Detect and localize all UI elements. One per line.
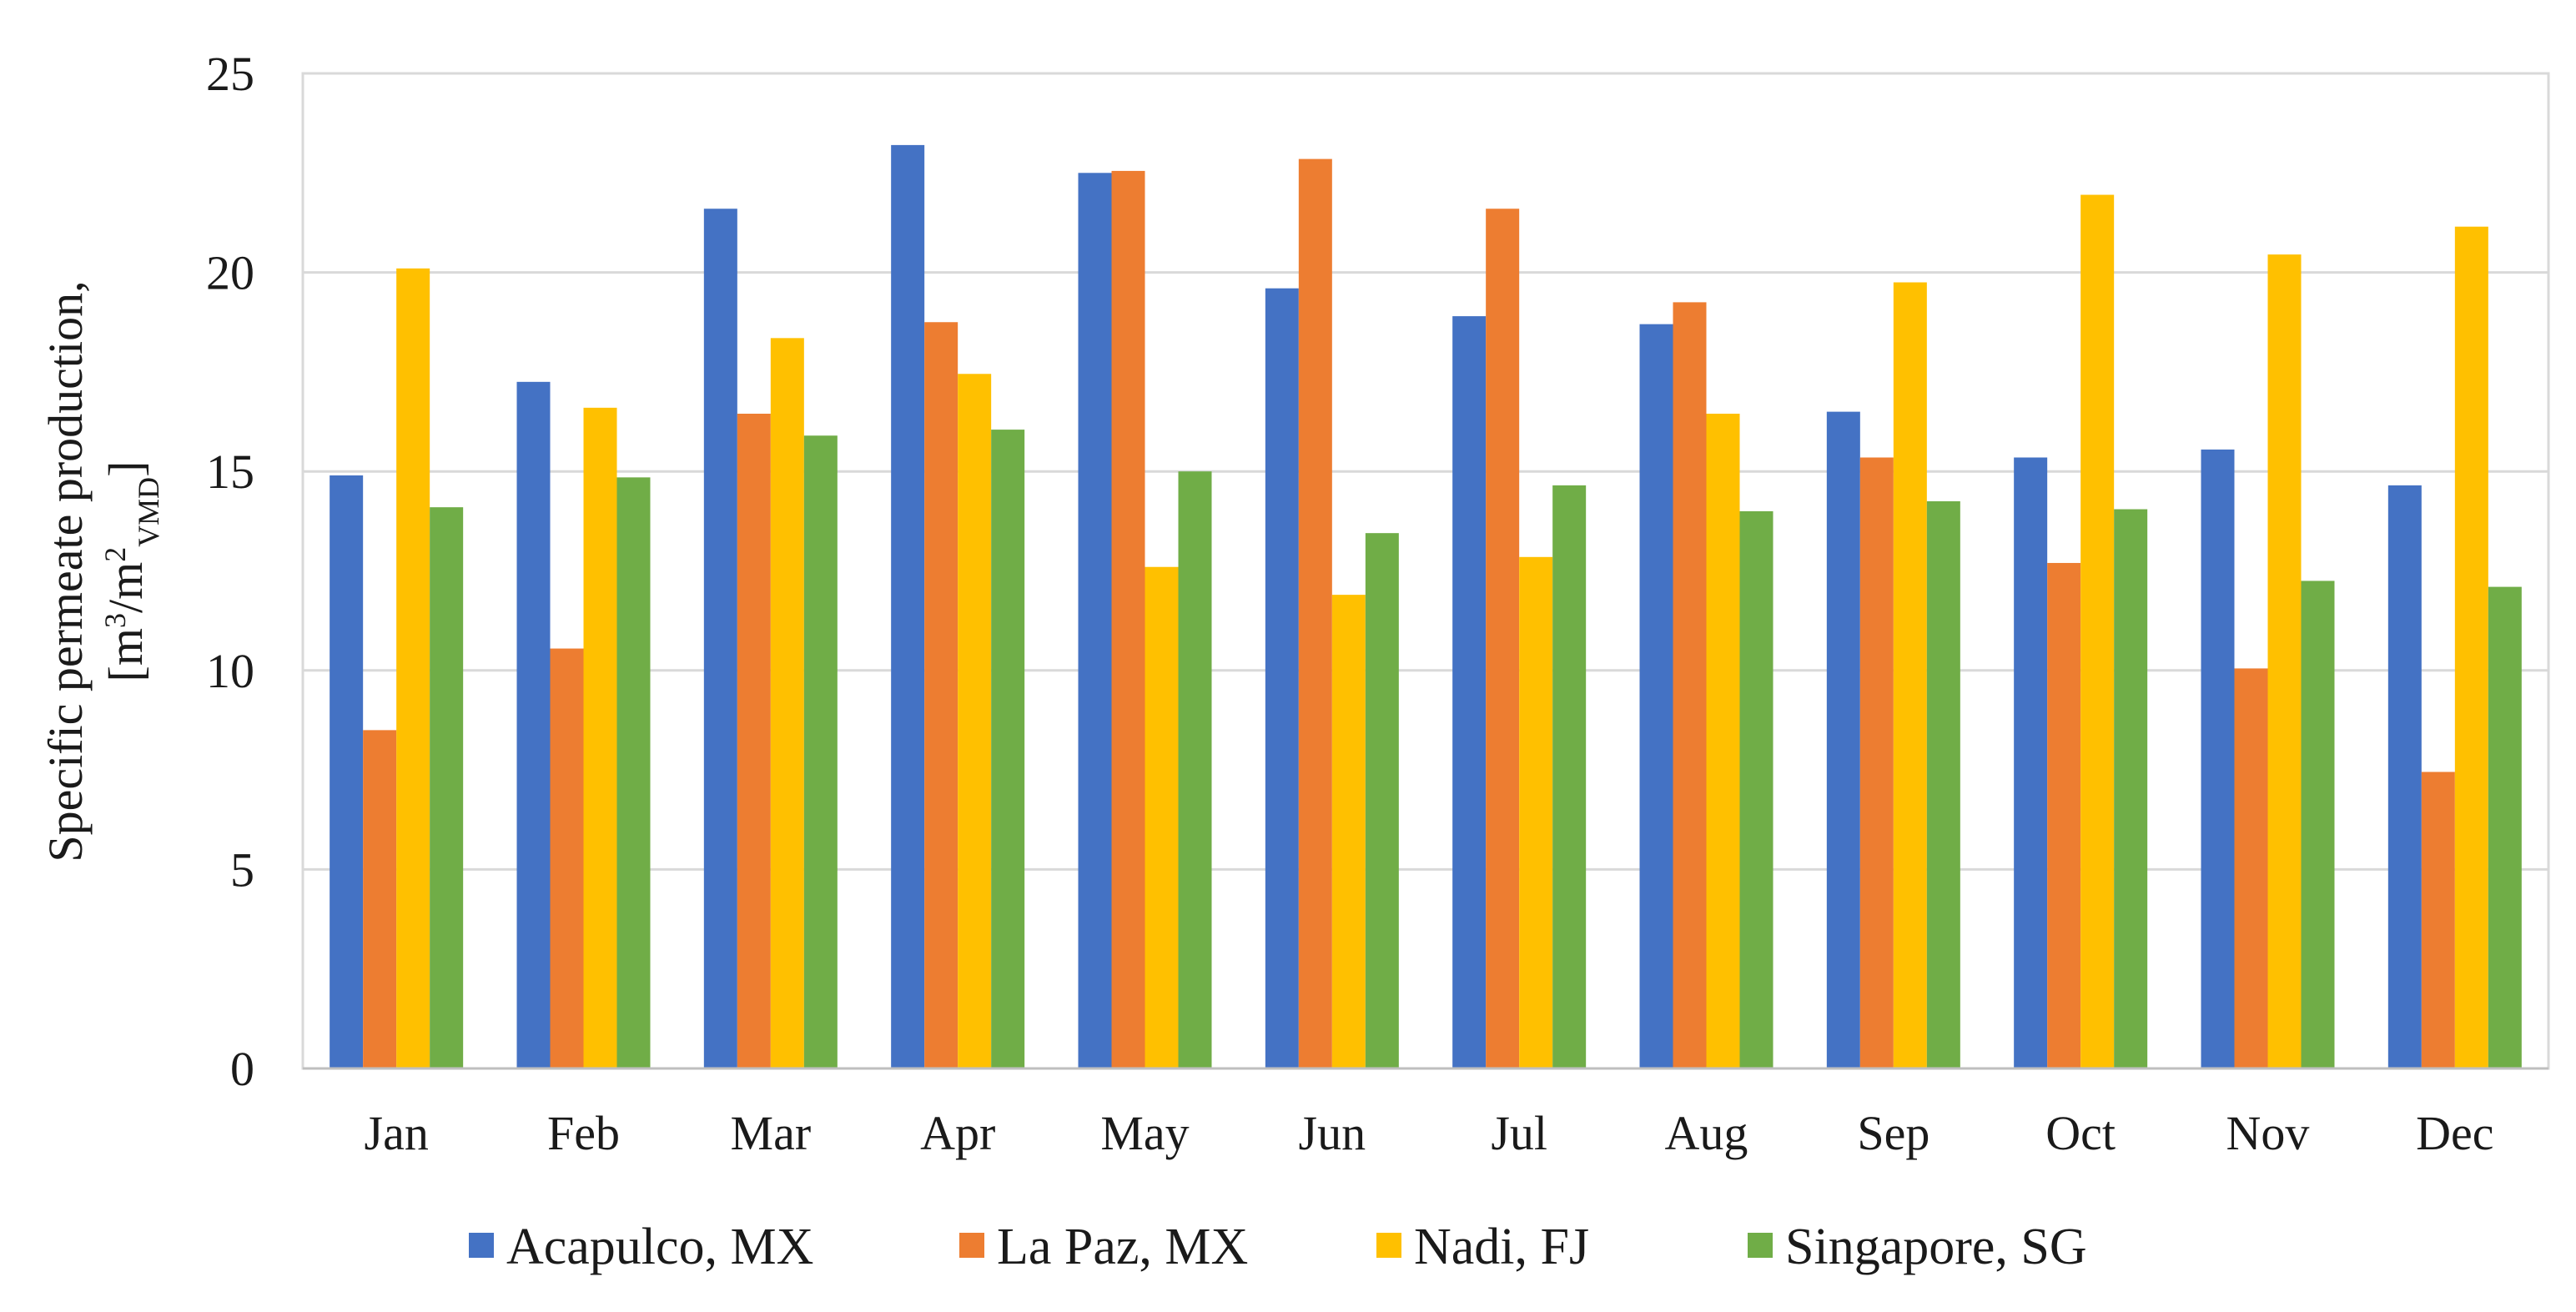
y-tick-label-5: 5 <box>230 842 254 897</box>
bar-nadi-fj-apr <box>958 374 992 1068</box>
bar-la-paz-mx-feb <box>550 648 584 1068</box>
bar-nadi-fj-dec <box>2454 226 2488 1068</box>
bar-nadi-fj-nov <box>2267 254 2302 1069</box>
plot-frame <box>301 72 2550 1070</box>
bar-singapore-sg-sep <box>1926 500 1960 1068</box>
x-tick-label-jul: Jul <box>1491 1106 1547 1160</box>
legend: Acapulco, MX La Paz, MX Nadi, FJ Singapore,… <box>469 1219 2087 1275</box>
bar-singapore-sg-mar <box>803 435 838 1068</box>
bar-acapulco-mx-apr <box>891 144 925 1068</box>
bar-singapore-sg-apr <box>991 430 1025 1068</box>
bar-la-paz-mx-sep <box>1859 457 1894 1068</box>
bar-la-paz-mx-jan <box>363 730 397 1068</box>
bar-acapulco-mx-sep <box>1826 411 1860 1068</box>
gridlines <box>303 72 2548 871</box>
bar-singapore-sg-oct <box>2114 509 2148 1068</box>
x-tick-label-apr: Apr <box>920 1106 995 1160</box>
bar-nadi-fj-jul <box>1519 556 1553 1068</box>
bars <box>330 144 2522 1069</box>
x-tick-label-nov: Nov <box>2226 1106 2310 1160</box>
y-tick-label-25: 25 <box>206 47 254 101</box>
x-tick-label-aug: Aug <box>1665 1106 1748 1160</box>
legend-swatch-singapore-sg <box>1748 1233 1773 1258</box>
bar-singapore-sg-aug <box>1739 510 1774 1068</box>
legend-label-la-paz-mx: La Paz, MX <box>997 1219 1248 1275</box>
x-tick-label-sep: Sep <box>1857 1106 1929 1160</box>
y-axis-label-unit: [m3/m2VMD] <box>98 461 165 682</box>
bar-acapulco-mx-nov <box>2201 449 2235 1068</box>
y-tick-labels: 0 5 10 15 20 25 <box>206 47 254 1096</box>
bar-acapulco-mx-jun <box>1265 288 1299 1068</box>
bar-la-paz-mx-may <box>1111 170 1145 1068</box>
legend-swatch-acapulco-mx <box>469 1233 494 1258</box>
y-tick-label-10: 10 <box>206 644 254 698</box>
x-tick-labels: Jan Feb Mar Apr May Jun Jul Aug Sep Oct Nov Dec <box>365 1106 2494 1160</box>
x-tick-label-feb: Feb <box>547 1106 620 1160</box>
legend-swatch-nadi-fj <box>1376 1233 1401 1258</box>
legend-label-acapulco-mx: Acapulco, MX <box>506 1219 813 1275</box>
bar-nadi-fj-may <box>1145 566 1179 1068</box>
bar-singapore-sg-jun <box>1365 533 1399 1068</box>
bar-singapore-sg-feb <box>616 477 651 1068</box>
bar-nadi-fj-jan <box>396 268 430 1068</box>
x-tick-label-jan: Jan <box>365 1106 429 1160</box>
y-tick-label-15: 15 <box>206 445 254 499</box>
legend-swatch-la-paz-mx <box>959 1233 984 1258</box>
legend-label-singapore-sg: Singapore, SG <box>1785 1219 2087 1275</box>
bar-acapulco-mx-oct <box>2014 457 2048 1068</box>
bar-nadi-fj-jun <box>1331 595 1366 1068</box>
bar-la-paz-mx-apr <box>924 322 958 1068</box>
bar-nadi-fj-aug <box>1706 414 1740 1069</box>
bar-la-paz-mx-aug <box>1673 302 1707 1068</box>
x-tick-label-may: May <box>1100 1106 1189 1160</box>
x-tick-label-mar: Mar <box>731 1106 812 1160</box>
bar-la-paz-mx-mar <box>737 414 771 1069</box>
y-tick-label-20: 20 <box>206 246 254 300</box>
y-axis-label-line1: Specific permeate production, <box>38 280 93 862</box>
bar-la-paz-mx-oct <box>2047 562 2081 1068</box>
bar-nadi-fj-feb <box>583 407 617 1068</box>
bar-la-paz-mx-dec <box>2421 772 2455 1068</box>
x-tick-label-jun: Jun <box>1299 1106 1366 1160</box>
bar-acapulco-mx-aug <box>1639 324 1673 1068</box>
bar-la-paz-mx-jun <box>1298 158 1332 1068</box>
bar-acapulco-mx-mar <box>703 209 737 1068</box>
bar-la-paz-mx-jul <box>1486 209 1520 1068</box>
bar-singapore-sg-nov <box>2301 581 2335 1068</box>
legend-label-nadi-fj: Nadi, FJ <box>1414 1219 1589 1275</box>
bar-acapulco-mx-jul <box>1452 316 1487 1068</box>
y-tick-label-0: 0 <box>230 1042 254 1096</box>
bar-la-paz-mx-nov <box>2234 668 2268 1068</box>
bar-acapulco-mx-feb <box>516 381 551 1069</box>
bar-acapulco-mx-dec <box>2387 485 2422 1068</box>
bar-nadi-fj-oct <box>2080 194 2115 1068</box>
bar-acapulco-mx-may <box>1078 173 1112 1068</box>
bar-singapore-sg-jan <box>430 507 464 1068</box>
bar-singapore-sg-jul <box>1552 485 1587 1068</box>
bar-acapulco-mx-jan <box>330 475 364 1068</box>
bar-nadi-fj-mar <box>770 338 804 1068</box>
bar-singapore-sg-dec <box>2488 586 2522 1068</box>
bar-nadi-fj-sep <box>1893 282 1927 1068</box>
x-tick-label-oct: Oct <box>2045 1106 2116 1160</box>
x-tick-label-dec: Dec <box>2416 1106 2493 1160</box>
bar-singapore-sg-may <box>1178 471 1212 1068</box>
